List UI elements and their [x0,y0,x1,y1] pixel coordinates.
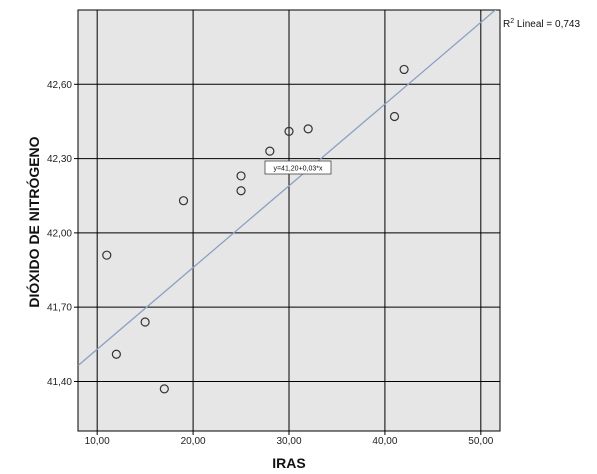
gridlines [74,10,500,435]
data-point [236,171,246,181]
x-tick-label: 10,00 [85,436,110,447]
data-point [236,186,246,196]
r2-suffix: Lineal = 0,743 [514,19,580,30]
data-point [140,317,150,327]
data-point [159,384,169,394]
fit-equation-box: y=41,20+0,03*x [264,160,332,175]
x-tick-labels: 10,00 20,00 30,00 40,00 50,00 [85,436,494,447]
x-tick-label: 20,00 [181,436,206,447]
y-axis-title: DIÓXIDO DE NITRÓGENO [25,136,42,307]
r2-label: R2 Lineal = 0,743 [503,18,580,30]
y-tick-label: 42,60 [47,80,72,91]
data-point [284,126,294,136]
y-tick-label: 42,30 [47,154,72,165]
y-tick-label: 41,40 [47,377,72,388]
r2-prefix: R [503,19,510,30]
x-tick-label: 40,00 [372,436,397,447]
data-point [102,250,112,260]
x-axis-title: IRAS [272,455,305,471]
y-tick-label: 41,70 [47,303,72,314]
data-point [265,146,275,156]
data-point [178,196,189,206]
x-tick-label: 30,00 [276,436,301,447]
y-tick-labels: 41,40 41,70 42,00 42,30 42,60 [47,80,72,388]
r2-exponent: 2 [510,18,514,25]
data-points [102,64,409,394]
fit-line [78,10,497,367]
data-point [389,111,400,122]
data-point [111,349,121,359]
data-point [303,124,313,134]
x-tick-label: 50,00 [468,436,493,447]
fit-line-group [78,10,497,367]
data-point [399,64,409,75]
fit-equation-label: y=41,20+0,03*x [273,166,323,173]
y-tick-label: 42,00 [47,228,72,239]
